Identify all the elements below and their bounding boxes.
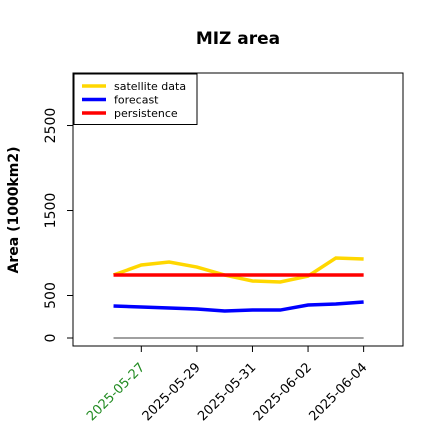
x-tick-label: 2025-06-02: [251, 360, 315, 424]
series-line: [113, 300, 364, 313]
y-axis-label: Area (1000km2): [6, 147, 22, 274]
legend-label: satellite data: [114, 80, 186, 93]
chart-title: MIZ area: [196, 29, 280, 49]
x-tick-label: 2025-05-29: [140, 360, 204, 424]
legend-label: persistence: [114, 107, 178, 120]
series-line: [112, 256, 364, 284]
x-tick-label: 2025-05-31: [195, 360, 259, 424]
plot-frame: [72, 72, 404, 347]
x-tick-label: 2025-06-04: [306, 360, 370, 424]
y-tick-label: 2500: [43, 108, 59, 144]
y-tick-label: 500: [43, 282, 59, 309]
y-tick-label: 1500: [43, 193, 59, 229]
x-tick-label: 2025-05-27: [84, 360, 148, 424]
y-tick-label: 0: [43, 334, 59, 343]
legend-label: forecast: [114, 94, 159, 107]
